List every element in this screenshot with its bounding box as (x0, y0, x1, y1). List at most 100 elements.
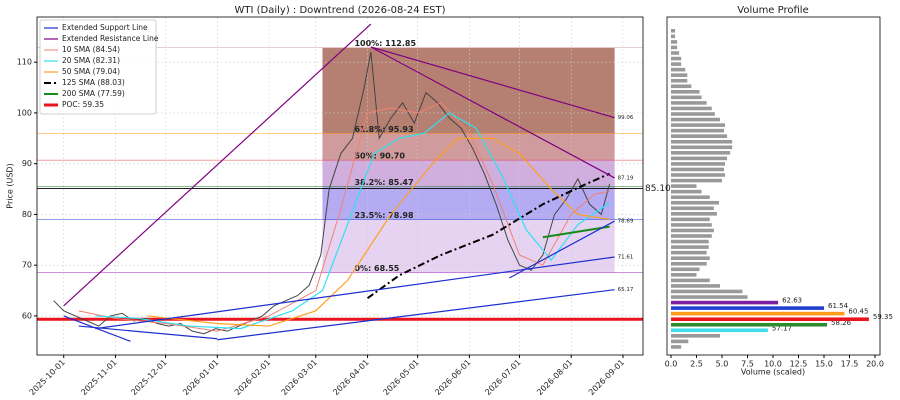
volume-bar (670, 195, 710, 200)
volume-bar (670, 339, 689, 344)
x-tick-label: 2026-04-01 (331, 358, 370, 397)
volume-bar (670, 156, 728, 161)
y-tick-label: 110 (17, 58, 32, 67)
trendline-label: 65.17 (618, 287, 634, 293)
y-tick-label: 100 (17, 108, 32, 117)
trendline-label: 71.61 (618, 255, 634, 261)
volume-bar (670, 95, 702, 100)
x-tick-label: 2026-08-01 (535, 358, 574, 397)
x-tick-label: 10.0 (764, 360, 782, 369)
volume-bar (670, 261, 707, 266)
volume-chart: 0.0 2.5 5.0 7.5 10.0 12.5 15.0 17.5 20.0 57.17 58.… (665, 29, 893, 369)
legend-label: 10 SMA (84.54) (62, 45, 120, 54)
volume-bar (670, 289, 743, 294)
last-price-label: 85.10 (645, 184, 671, 194)
volume-bar (670, 40, 678, 44)
volume-bar (670, 67, 686, 72)
volume-title: Volume Profile (737, 5, 808, 16)
volume-bar (670, 334, 720, 338)
x-tick-label: 12.5 (790, 360, 808, 369)
volume-bar (670, 206, 714, 211)
volume-level-label: 57.17 (772, 324, 792, 332)
fib-label: 0%: 68.55 (354, 264, 399, 273)
volume-bar (670, 29, 676, 33)
fib-label: 100%: 112.85 (354, 39, 416, 48)
x-tick-label: 2025-12-01 (129, 358, 168, 397)
volume-bar (670, 273, 697, 277)
volume-bar (670, 128, 725, 133)
trendline (370, 46, 615, 179)
y-tick-label: 80 (22, 210, 32, 219)
trendline-label: 99.06 (618, 115, 634, 121)
x-tick-label: 5.0 (716, 360, 729, 369)
volume-bar (670, 123, 726, 127)
legend-label: 20 SMA (82.31) (62, 56, 120, 65)
x-tick-label: 2026-07-01 (483, 358, 522, 397)
fib-band (322, 47, 615, 134)
price-frame (36, 16, 644, 356)
x-tick-label: 17.5 (841, 360, 859, 369)
x-tick-label: 2026-05-01 (382, 358, 421, 397)
trendline (370, 46, 615, 119)
volume-level-label: 59.35 (873, 313, 893, 321)
trendline (63, 23, 372, 307)
legend-label: 125 SMA (88.03) (62, 78, 125, 87)
volume-level-label: 58.26 (831, 319, 852, 327)
volume-bar (670, 234, 712, 238)
volume-bar (670, 245, 709, 249)
price-line (147, 137, 610, 327)
volume-bar (670, 228, 714, 233)
x-tick-label: 2025-10-01 (28, 358, 67, 397)
volume-bar (670, 84, 692, 89)
volume-bar (670, 139, 733, 144)
volume-bar (670, 322, 828, 327)
x-tick-label: 20.0 (866, 360, 884, 369)
y-axis-label: Price (USD) (6, 163, 15, 208)
volume-level-label: 60.45 (848, 308, 868, 316)
volume-level-label: 61.54 (828, 302, 849, 310)
volume-bar (670, 284, 720, 288)
volume-bar (670, 167, 725, 172)
volume-bar (670, 45, 678, 50)
volume-bar (670, 145, 733, 150)
volume-bar (670, 200, 719, 205)
volume-bar (670, 56, 682, 61)
x-tick-label: 2026-06-01 (433, 358, 472, 397)
x-tick-label: 2026-03-01 (280, 358, 319, 397)
x-tick-label: 2026-02-01 (233, 358, 272, 397)
price-line (542, 225, 610, 239)
volume-bar (670, 250, 707, 255)
trendline (217, 289, 615, 341)
volume-bar (670, 151, 731, 155)
volume-bar (670, 106, 712, 111)
volume-bar (670, 223, 712, 227)
volume-bar (670, 101, 707, 105)
volume-bar (670, 162, 726, 166)
volume-level-label: 62.63 (782, 297, 802, 305)
x-tick-label: 2026-09-01 (587, 358, 626, 397)
volume-bar (670, 317, 869, 322)
volume-bar (670, 278, 710, 283)
fib-label: 23.5%: 78.98 (354, 211, 413, 220)
y-tick-label: 60 (22, 311, 32, 320)
x-tick-label: 15.0 (815, 360, 833, 369)
legend-label: Extended Resistance Line (62, 34, 159, 43)
y-tick-label: 90 (22, 159, 32, 168)
fib-label: 50%: 90.70 (354, 152, 405, 161)
volume-bar (670, 134, 728, 138)
price-line (95, 112, 610, 330)
volume-bar (670, 73, 688, 77)
volume-bar (670, 328, 768, 333)
volume-bar (670, 311, 845, 316)
volume-bar (670, 178, 722, 183)
chart-title: WTI (Daily) : Downtrend (2026-08-24 EST) (235, 5, 446, 16)
legend-label: Extended Support Line (62, 23, 148, 32)
volume-bar (670, 184, 697, 188)
legend-label: 200 SMA (77.59) (62, 89, 125, 98)
volume-bar (670, 212, 717, 216)
volume-bar (670, 217, 710, 222)
volume-bar (670, 173, 726, 177)
legend-box (39, 19, 157, 115)
y-tick-label: 70 (22, 261, 32, 270)
volume-bar (670, 295, 748, 299)
